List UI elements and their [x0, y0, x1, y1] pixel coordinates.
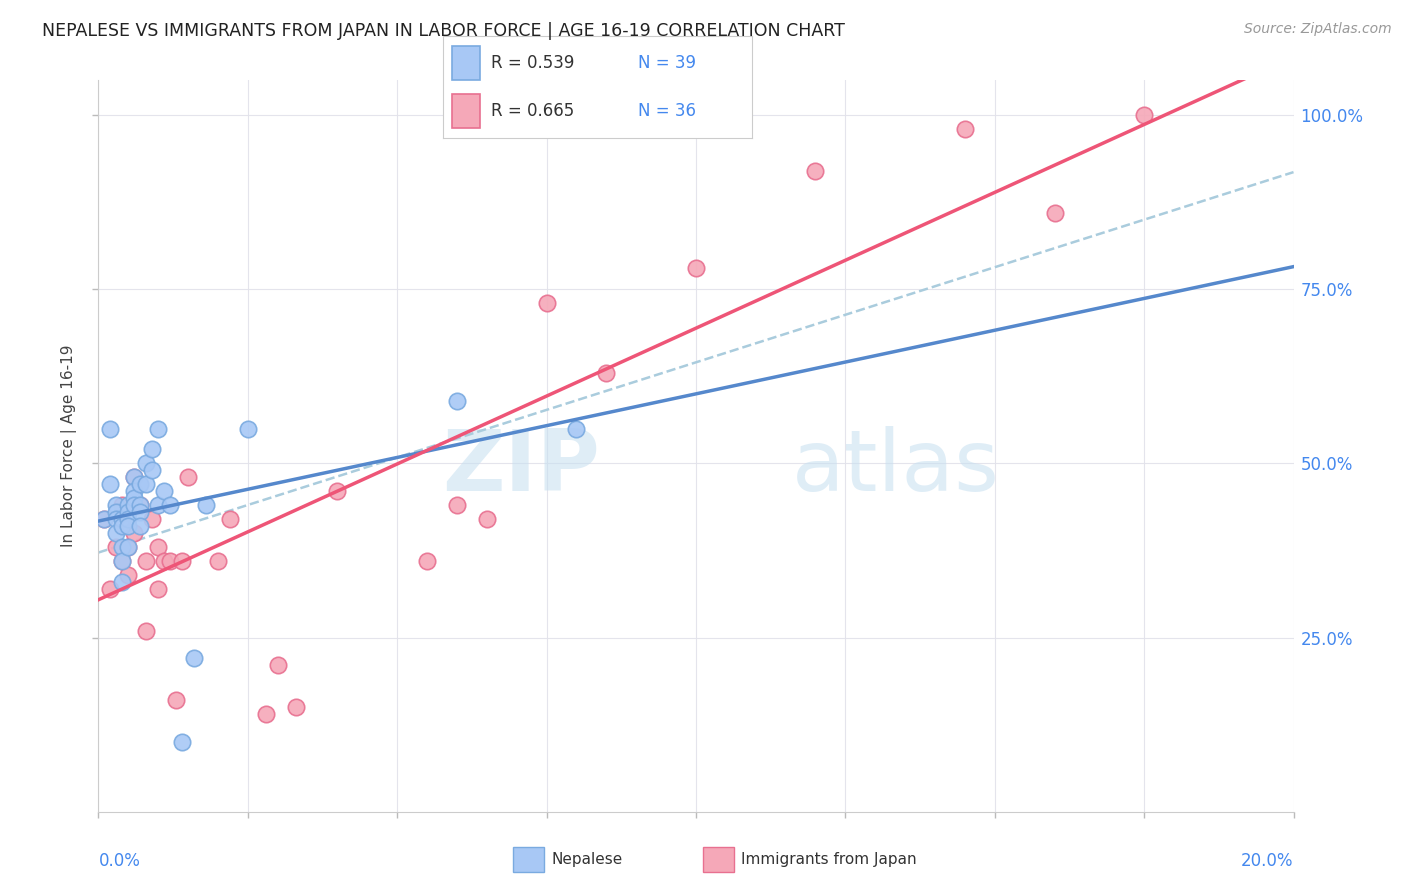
Point — [117, 498, 139, 512]
Point — [141, 512, 163, 526]
Point — [183, 651, 205, 665]
Text: N = 36: N = 36 — [638, 102, 696, 120]
Point — [129, 498, 152, 512]
Point — [536, 296, 558, 310]
Point — [685, 261, 707, 276]
Point — [117, 505, 139, 519]
Point — [416, 554, 439, 568]
Point — [148, 498, 170, 512]
Point — [159, 498, 181, 512]
Point — [446, 498, 468, 512]
Point — [236, 421, 259, 435]
Point — [595, 366, 617, 380]
Point — [111, 498, 134, 512]
Point — [141, 463, 163, 477]
Point — [111, 540, 134, 554]
Point — [124, 526, 146, 541]
Point — [111, 554, 134, 568]
Point — [135, 624, 157, 638]
Point — [117, 540, 139, 554]
Point — [105, 498, 128, 512]
Point — [124, 498, 146, 512]
Point — [141, 442, 163, 457]
Point — [135, 554, 157, 568]
Point — [124, 470, 146, 484]
Point — [219, 512, 242, 526]
Point — [117, 567, 139, 582]
Point — [148, 540, 170, 554]
Point — [177, 470, 200, 484]
Point — [565, 421, 588, 435]
Point — [172, 554, 194, 568]
Point — [135, 457, 157, 471]
Point — [105, 505, 128, 519]
Point — [93, 512, 115, 526]
Point — [117, 519, 139, 533]
Point — [105, 540, 128, 554]
Point — [165, 693, 187, 707]
Point — [124, 470, 146, 484]
Point — [129, 519, 152, 533]
Point — [1043, 205, 1066, 219]
Point — [267, 658, 290, 673]
Point — [98, 582, 122, 596]
Point — [254, 707, 277, 722]
Point — [129, 505, 152, 519]
Text: 0.0%: 0.0% — [98, 852, 141, 870]
Point — [207, 554, 229, 568]
Point — [804, 164, 827, 178]
Point — [159, 554, 181, 568]
Y-axis label: In Labor Force | Age 16-19: In Labor Force | Age 16-19 — [60, 344, 77, 548]
Point — [129, 477, 152, 491]
Point — [172, 735, 194, 749]
Point — [284, 700, 307, 714]
Point — [105, 526, 128, 541]
Text: R = 0.539: R = 0.539 — [491, 54, 574, 72]
Point — [953, 122, 976, 136]
FancyBboxPatch shape — [453, 46, 479, 79]
Point — [475, 512, 498, 526]
Point — [148, 582, 170, 596]
Point — [111, 519, 134, 533]
Point — [111, 574, 134, 589]
Point — [98, 477, 122, 491]
Point — [124, 484, 146, 499]
Point — [153, 554, 176, 568]
Point — [117, 512, 139, 526]
Point — [326, 484, 349, 499]
Point — [124, 491, 146, 506]
Point — [117, 540, 139, 554]
Point — [129, 498, 152, 512]
Point — [153, 484, 176, 499]
Text: Source: ZipAtlas.com: Source: ZipAtlas.com — [1244, 22, 1392, 37]
Point — [105, 512, 128, 526]
Point — [1133, 108, 1156, 122]
FancyBboxPatch shape — [453, 95, 479, 128]
Text: atlas: atlas — [792, 426, 1000, 509]
Point — [111, 554, 134, 568]
Text: ZIP: ZIP — [443, 426, 600, 509]
Point — [195, 498, 218, 512]
Point — [148, 421, 170, 435]
Text: N = 39: N = 39 — [638, 54, 696, 72]
Text: R = 0.665: R = 0.665 — [491, 102, 574, 120]
Text: Immigrants from Japan: Immigrants from Japan — [741, 853, 917, 867]
Point — [135, 477, 157, 491]
Point — [93, 512, 115, 526]
Text: NEPALESE VS IMMIGRANTS FROM JAPAN IN LABOR FORCE | AGE 16-19 CORRELATION CHART: NEPALESE VS IMMIGRANTS FROM JAPAN IN LAB… — [42, 22, 845, 40]
Text: Nepalese: Nepalese — [551, 853, 623, 867]
Point — [111, 512, 134, 526]
Point — [98, 421, 122, 435]
Text: 20.0%: 20.0% — [1241, 852, 1294, 870]
Point — [446, 393, 468, 408]
